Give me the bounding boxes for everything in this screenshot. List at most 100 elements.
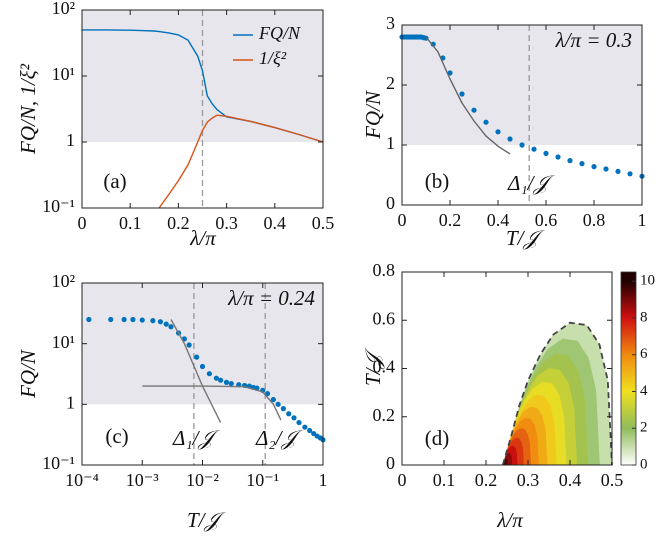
colorbar-tick-label: 8 [640,309,648,325]
data-point [199,363,206,370]
y-tick-label: 3 [386,13,395,33]
data-point [543,150,549,156]
y-tick-label: 10¹ [52,332,75,352]
y-axis-label: FQ/N [361,90,385,140]
data-point [627,171,633,177]
data-point [519,142,525,148]
data-point [157,319,163,325]
shaded-region [82,283,323,405]
data-point [591,164,597,170]
data-point [213,375,219,381]
y-tick-label: 10² [52,0,75,18]
colorbar-tick-label: 0 [640,456,648,472]
shaded-region [402,25,642,145]
y-tick-label: 0.8 [373,260,396,280]
data-point [286,411,292,417]
x-tick-label: 10⁻³ [126,470,160,490]
data-point [86,316,92,323]
data-point [223,379,230,385]
colorbar-tick-label: 6 [640,346,648,362]
y-tick-label: 1 [66,130,75,150]
x-tick-label: 10⁻² [186,470,219,490]
y-tick-label: 10² [52,271,75,291]
legend-label: 1/ξ² [259,48,287,68]
x-tick-label: 0 [398,210,407,230]
data-point [218,377,224,383]
data-point [206,371,212,377]
data-point [228,380,234,387]
data-line [142,385,282,421]
y-tick-label: 1 [66,392,75,412]
x-tick-label: 0.1 [119,213,142,233]
x-tick-label: 0.4 [559,470,582,490]
annotation: Δ₁/𝒥 [172,426,220,450]
y-tick-label: 0.6 [373,308,396,328]
x-tick-label: 10⁻⁴ [65,470,99,490]
annotation: λ/π = 0.24 [227,286,315,310]
x-tick-label: 0.2 [167,213,190,233]
x-tick-label: 0.6 [535,210,558,230]
data-point [139,317,145,323]
data-point [270,396,276,403]
data-point [483,119,489,125]
data-point [430,41,436,47]
data-point [495,129,501,135]
panel-label: (a) [103,169,126,193]
x-tick-label: 10⁻¹ [246,470,279,490]
data-point [302,424,308,430]
y-tick-label: 10⁻¹ [42,453,75,473]
data-point [186,342,192,348]
x-tick-label: 1 [319,470,328,490]
colorbar-tick-label: 10 [640,273,655,289]
data-line [170,319,222,423]
y-tick-label: 10¹ [52,64,75,84]
colorbar [620,271,637,466]
data-point [194,354,200,360]
data-point [531,146,537,152]
x-tick-label: 1 [638,210,647,230]
data-point [150,318,156,324]
data-point [108,316,114,323]
y-tick-label: 10⁻¹ [42,196,75,216]
panel: 0 0.1 0.2 0.3 0.4 0.5 10⁻¹ 1 10¹ 10² λ/π FQ/N, 1/ξ²… [16,0,334,250]
x-tick-label: 0.5 [312,213,335,233]
axes-frame [81,9,324,209]
data-point [291,415,297,421]
y-tick-label: 1 [386,133,395,153]
legend-label: FQ/N [258,23,301,43]
x-tick-label: 0.4 [264,213,287,233]
data-line [425,36,511,155]
panel-label: (c) [105,424,128,448]
data-point [296,419,302,426]
x-axis-label: λ/π [496,508,523,532]
y-tick-label: 2 [386,73,395,93]
panel: 0 2 4 6 8 10 0 0.1 0.2 0.3 0.4 0.5 0 0.2 0.4 0.6 0.8 λ/π T… [361,260,655,532]
data-point [280,406,286,412]
colorbar-tick-label: 2 [640,420,648,436]
x-tick-label: 0.3 [517,470,540,490]
data-point [168,324,174,330]
x-tick-label: 0.3 [215,213,238,233]
y-tick-label: 0.2 [373,405,396,425]
data-point [507,136,513,142]
data-line [501,321,613,466]
data-point [121,316,127,323]
data-point [275,401,281,407]
data-line [158,114,324,209]
data-point [567,158,573,164]
y-axis-label: T/𝒥 [361,346,385,386]
x-tick-label: 0.4 [487,210,510,230]
x-tick-label: 0.5 [601,470,624,490]
data-point [447,70,453,76]
data-point [163,321,169,327]
data-point [615,168,621,174]
panel: 10⁻⁴ 10⁻³ 10⁻² 10⁻¹ 1 10⁻¹ 1 10¹ 10² T/𝒥 FQ/N (c) λ/… [16,271,328,532]
x-tick-label: 0.1 [433,470,456,490]
data-point [307,427,313,434]
panel-label: (d) [425,426,450,450]
y-axis-label: FQ/N [16,349,40,399]
data-point [579,161,585,167]
